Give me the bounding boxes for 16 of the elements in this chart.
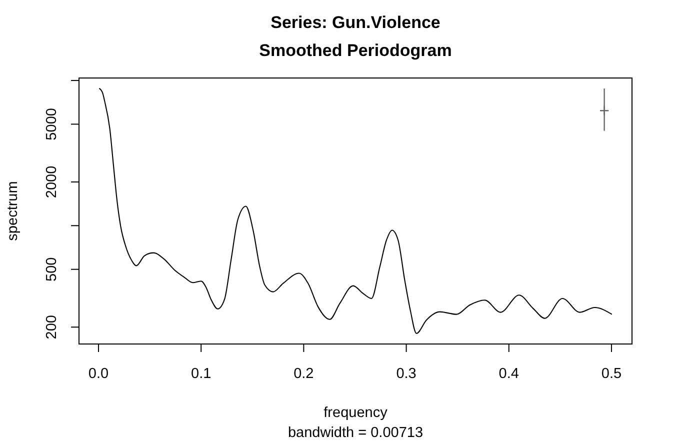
text: bandwidth = 0.00713 [288, 425, 424, 441]
x-axis-title: frequency [324, 405, 388, 421]
y-tick-label: 200 [44, 315, 60, 340]
x-tick-label: 0.4 [498, 366, 519, 382]
x-tick-label: 0.0 [88, 366, 109, 382]
y-tick-label: 500 [44, 257, 60, 282]
x-tick-label: 0.5 [601, 366, 622, 382]
x-tick-label: 0.1 [191, 366, 212, 382]
y-tick-label: 2000 [44, 166, 60, 198]
x-tick-label: 0.2 [294, 366, 314, 382]
chart-subtitle: Smoothed Periodogram [259, 41, 452, 60]
line-series [98, 88, 612, 334]
y-axis-title: spectrum [5, 181, 21, 241]
chart-title: Series: Gun.Violence [270, 13, 440, 32]
x-tick-label: 0.3 [396, 366, 416, 382]
y-tick-label: 5000 [44, 108, 60, 140]
